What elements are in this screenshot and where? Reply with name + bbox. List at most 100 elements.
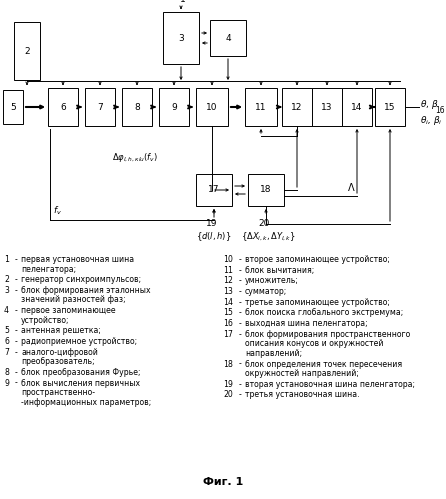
Text: 19: 19 (206, 219, 218, 228)
Text: $\theta_i$, $\beta_i$: $\theta_i$, $\beta_i$ (420, 113, 443, 127)
Text: 9: 9 (4, 379, 9, 388)
Text: 11: 11 (223, 265, 233, 275)
Text: блок определения точек пересечения: блок определения точек пересечения (245, 360, 402, 369)
Text: -: - (15, 306, 17, 315)
Text: -: - (239, 276, 241, 285)
Text: -: - (15, 275, 17, 284)
Text: $\{d(l,h)\}$: $\{d(l,h)\}$ (196, 230, 232, 243)
Text: -: - (15, 348, 17, 357)
Bar (312, 88, 342, 126)
Bar (14, 22, 40, 80)
Text: аналого-цифровой: аналого-цифровой (21, 348, 98, 357)
Bar (248, 174, 284, 206)
Text: -: - (15, 255, 17, 264)
Text: -: - (239, 330, 241, 339)
Text: 18: 18 (260, 186, 272, 195)
Text: -: - (15, 326, 17, 335)
Text: 7: 7 (97, 102, 103, 111)
Bar (196, 88, 228, 126)
Text: 17: 17 (223, 330, 233, 339)
Text: устройство;: устройство; (21, 315, 70, 325)
Bar (196, 174, 232, 206)
Text: 8: 8 (4, 368, 9, 377)
Text: -: - (15, 368, 17, 377)
Text: 3: 3 (4, 286, 9, 295)
Text: -: - (239, 308, 241, 317)
Text: второе запоминающее устройство;: второе запоминающее устройство; (245, 255, 390, 264)
Text: значений разностей фаз;: значений разностей фаз; (21, 295, 126, 304)
Bar (245, 88, 277, 126)
Text: пространственно-: пространственно- (21, 388, 95, 397)
Text: блок поиска глобального экстремума;: блок поиска глобального экстремума; (245, 308, 403, 317)
Text: 2: 2 (4, 275, 9, 284)
Text: сумматор;: сумматор; (245, 287, 287, 296)
Text: $f_v$: $f_v$ (53, 205, 62, 217)
Text: блок формирования эталонных: блок формирования эталонных (21, 286, 151, 295)
Bar (159, 88, 189, 126)
Text: 17: 17 (208, 186, 220, 195)
Text: 13: 13 (223, 287, 233, 296)
Text: 12: 12 (223, 276, 233, 285)
Text: блок вычитания;: блок вычитания; (245, 265, 314, 275)
Text: 3: 3 (178, 33, 184, 42)
Text: 5: 5 (4, 326, 9, 335)
Text: 16: 16 (223, 319, 233, 328)
Text: 10: 10 (223, 255, 233, 264)
Text: -: - (15, 286, 17, 295)
Text: -: - (15, 337, 17, 346)
Text: умножитель;: умножитель; (245, 276, 299, 285)
Text: 1: 1 (180, 0, 186, 4)
Text: первое запоминающее: первое запоминающее (21, 306, 116, 315)
Text: блок преобразования Фурье;: блок преобразования Фурье; (21, 368, 140, 377)
Text: направлений;: направлений; (245, 349, 302, 358)
Text: -: - (239, 255, 241, 264)
Text: -: - (15, 379, 17, 388)
Text: 4: 4 (225, 33, 231, 42)
Text: Фиг. 1: Фиг. 1 (203, 477, 243, 487)
Text: -: - (239, 287, 241, 296)
Text: 6: 6 (60, 102, 66, 111)
Text: третье запоминающее устройство;: третье запоминающее устройство; (245, 298, 390, 307)
Text: -информационных параметров;: -информационных параметров; (21, 398, 151, 407)
Text: -: - (239, 360, 241, 369)
Bar (163, 12, 199, 64)
Text: 1: 1 (4, 255, 9, 264)
Text: пеленгатора;: пеленгатора; (21, 264, 76, 273)
Text: радиоприемное устройство;: радиоприемное устройство; (21, 337, 137, 346)
Text: 6: 6 (4, 337, 9, 346)
Text: -: - (239, 319, 241, 328)
Text: 12: 12 (291, 102, 303, 111)
Bar (3, 90, 23, 124)
Text: -: - (239, 380, 241, 389)
Text: -: - (239, 265, 241, 275)
Text: 11: 11 (255, 102, 267, 111)
Bar (48, 88, 78, 126)
Text: 14: 14 (223, 298, 233, 307)
Text: преобразователь;: преобразователь; (21, 357, 95, 366)
Text: 13: 13 (321, 102, 333, 111)
Bar (85, 88, 115, 126)
Text: $\theta$, $\beta$: $\theta$, $\beta$ (420, 97, 439, 110)
Text: 10: 10 (206, 102, 218, 111)
Text: 20: 20 (223, 391, 233, 400)
Text: Λ: Λ (348, 183, 355, 193)
Text: -: - (239, 391, 241, 400)
Text: $\Delta\varphi_{l,h,\kappa lu}(f_v)$: $\Delta\varphi_{l,h,\kappa lu}(f_v)$ (112, 152, 158, 164)
Text: третья установочная шина.: третья установочная шина. (245, 391, 359, 400)
Text: 14: 14 (351, 102, 363, 111)
Text: 4: 4 (4, 306, 9, 315)
Text: генератор синхроимпульсов;: генератор синхроимпульсов; (21, 275, 141, 284)
Bar (342, 88, 372, 126)
Text: выходная шина пеленгатора;: выходная шина пеленгатора; (245, 319, 368, 328)
Bar (375, 88, 405, 126)
Bar (122, 88, 152, 126)
Text: блок формирования пространственного: блок формирования пространственного (245, 330, 410, 339)
Text: вторая установочная шина пеленгатора;: вторая установочная шина пеленгатора; (245, 380, 415, 389)
Text: 7: 7 (4, 348, 9, 357)
Text: 18: 18 (223, 360, 233, 369)
Text: 19: 19 (223, 380, 233, 389)
Text: 2: 2 (24, 46, 30, 55)
Text: антенная решетка;: антенная решетка; (21, 326, 101, 335)
Text: 5: 5 (10, 102, 16, 111)
Text: окружностей направлений;: окружностей направлений; (245, 369, 359, 378)
